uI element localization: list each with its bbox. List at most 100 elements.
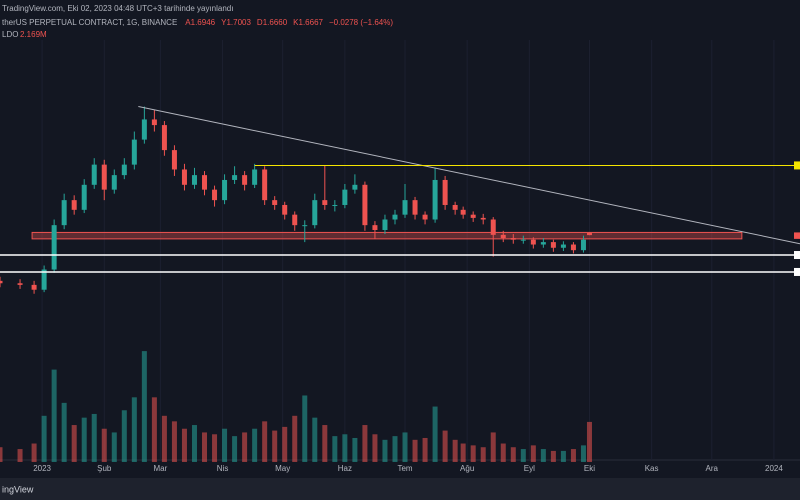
volume-bar — [171, 421, 177, 462]
volume-bar — [422, 437, 428, 462]
volume-bar — [262, 421, 268, 462]
ohlc-value: −0.0278 (−1.64%) — [329, 18, 393, 27]
candle-body — [560, 244, 566, 248]
volume-bar — [222, 428, 228, 462]
candle-body — [520, 239, 526, 241]
x-tick-label: Tem — [397, 464, 412, 473]
volume-bar — [352, 437, 358, 462]
volume-bar — [232, 436, 238, 462]
x-tick-label: Ağu — [460, 464, 474, 473]
volume-bar — [490, 432, 496, 462]
candle-body — [131, 139, 137, 165]
volume-bar — [586, 421, 592, 462]
candle-body — [422, 214, 428, 220]
volume-bar — [580, 445, 586, 462]
candle-body — [586, 232, 592, 236]
volume-bar — [500, 443, 506, 462]
volume-bar — [81, 417, 87, 462]
volume-bar — [131, 397, 137, 462]
volume-bar — [402, 432, 408, 462]
volume-bar — [302, 395, 308, 462]
volume-bar — [41, 415, 47, 462]
ohlc-value: A1.6946 — [185, 18, 215, 27]
volume-bar — [121, 410, 127, 462]
volume-bar — [322, 425, 328, 462]
candle-body — [362, 184, 368, 226]
candle-body — [111, 175, 117, 190]
price-marker — [794, 251, 800, 260]
candle-body — [282, 204, 288, 215]
volume-bar — [71, 425, 77, 462]
header: TradingView.com, Eki 02, 2023 04:48 UTC+… — [2, 4, 233, 13]
candle-body — [71, 200, 77, 210]
volume-bar — [432, 406, 438, 462]
volume-bar — [570, 449, 576, 462]
volume-bar — [480, 447, 486, 462]
candle-body — [352, 184, 358, 190]
ohlc-value: D1.6660 — [257, 18, 288, 27]
candle-body — [121, 164, 127, 176]
candle-body — [0, 280, 3, 284]
candle-body — [500, 234, 506, 239]
volume-bar — [101, 428, 107, 462]
volume-bar — [242, 432, 248, 462]
candle-body — [91, 164, 97, 185]
volume-bar — [51, 369, 57, 462]
volume-bar — [372, 434, 378, 462]
x-tick-label: Eki — [584, 464, 595, 473]
candle-body — [222, 179, 228, 201]
x-tick-label: 2023 — [33, 464, 51, 473]
candle-body — [181, 169, 187, 185]
volume-bar — [212, 434, 218, 462]
x-tick-label: Eyl — [524, 464, 535, 473]
x-tick-label: 2024 — [765, 464, 783, 473]
candle-body — [101, 164, 107, 190]
candle-body — [452, 204, 458, 210]
candle-body — [171, 150, 177, 170]
candle-body — [262, 169, 268, 201]
candle-body — [432, 179, 438, 220]
volume-bar — [560, 450, 566, 462]
candle-body — [480, 217, 486, 220]
x-tick-label: Mar — [154, 464, 168, 473]
candle-body — [51, 225, 57, 270]
volume-bar — [282, 426, 288, 462]
volume-bar — [362, 425, 368, 462]
logo: ingView — [2, 484, 34, 494]
volume-bar — [392, 436, 398, 462]
ohlc-value: Y1.7003 — [221, 18, 251, 27]
price-marker — [794, 161, 800, 170]
candle-body — [242, 175, 248, 185]
x-tick-label: Ara — [706, 464, 719, 473]
candle-body — [302, 225, 308, 227]
candle-body — [412, 200, 418, 215]
volume-bar — [111, 432, 117, 462]
candle-body — [292, 214, 298, 226]
volume-bar — [161, 415, 167, 462]
candle-body — [550, 242, 556, 248]
candle-body — [322, 200, 328, 205]
volume-bar — [412, 439, 418, 462]
candle-body — [530, 239, 536, 245]
candle-body — [332, 204, 338, 206]
volume-bar — [181, 428, 187, 462]
candle-body — [61, 200, 67, 226]
volume-bar — [342, 434, 348, 462]
volume-bar — [452, 439, 458, 462]
ohlc-value: K1.6667 — [293, 18, 323, 27]
candle-body — [442, 179, 448, 205]
volume-bar — [292, 415, 298, 462]
candle-body — [490, 219, 496, 235]
candle-body — [81, 184, 87, 210]
volume-bar — [470, 445, 476, 462]
candle-body — [382, 219, 388, 230]
volume-bar — [141, 351, 147, 462]
volume-bar — [272, 430, 278, 462]
x-tick-label: Kas — [645, 464, 659, 473]
x-tick-label: May — [275, 464, 290, 473]
candle-body — [342, 189, 348, 205]
candle-body — [272, 200, 278, 205]
candle-body — [191, 175, 197, 185]
price-marker — [794, 267, 800, 276]
